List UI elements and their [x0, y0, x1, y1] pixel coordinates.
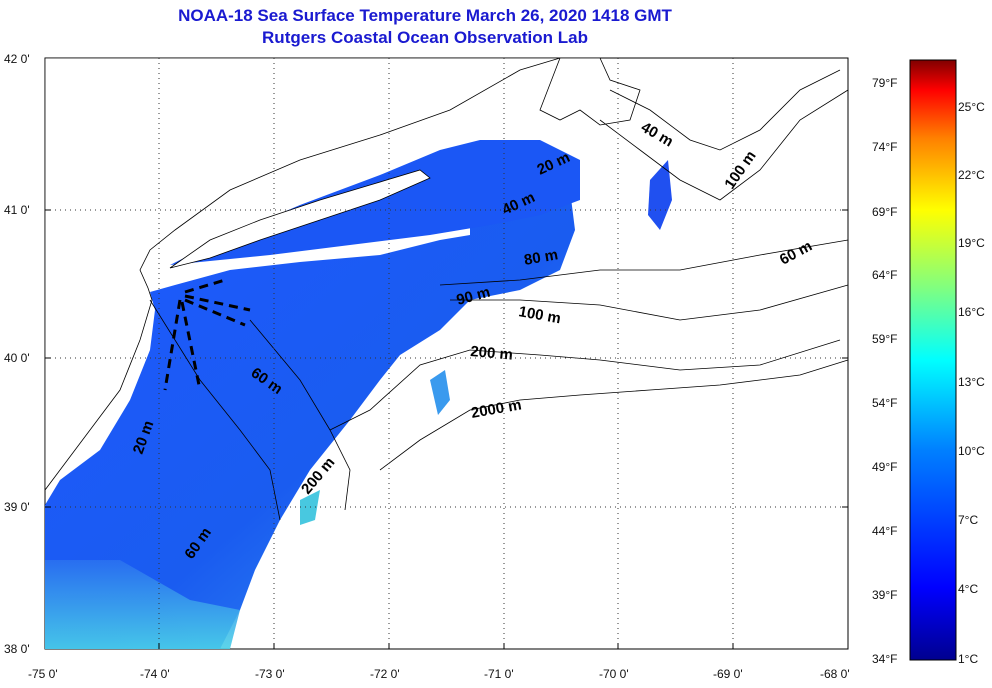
colorbar-c-label: 19°C — [958, 236, 985, 250]
new-jersey-coast — [44, 57, 561, 492]
long-island — [169, 169, 431, 269]
colorbar-f-label: 39°F — [872, 588, 898, 602]
lat-label: 40 0' — [4, 351, 30, 365]
sst-shelf-region — [45, 190, 575, 649]
lon-label: -69 0' — [713, 667, 743, 681]
lon-label: -71 0' — [484, 667, 514, 681]
colorbar-c-label: 13°C — [958, 375, 985, 389]
colorbar-f-label: 74°F — [872, 140, 898, 154]
colorbar-f-label: 44°F — [872, 524, 898, 538]
colorbar-c-label: 1°C — [958, 652, 979, 666]
lon-label: -73 0' — [255, 667, 285, 681]
colorbar-c-label: 4°C — [958, 582, 979, 596]
sst-gulf-maine-patch — [648, 160, 672, 230]
graticule — [45, 58, 848, 649]
lon-label: -70 0' — [599, 667, 629, 681]
bathymetry-contours — [149, 69, 849, 521]
cape-cod — [539, 57, 641, 126]
colorbar-f-label: 49°F — [872, 460, 898, 474]
lat-label: 38 0' — [4, 642, 30, 656]
colorbar — [909, 59, 957, 661]
colorbar-f-label: 64°F — [872, 268, 898, 282]
colorbar-f-label: 34°F — [872, 652, 898, 666]
lat-label: 41 0' — [4, 203, 30, 217]
lon-label: -75 0' — [28, 667, 58, 681]
map-title: NOAA-18 Sea Surface Temperature March 26… — [178, 6, 672, 25]
axis-ticks — [45, 209, 848, 649]
colorbar-f-label: 79°F — [872, 76, 898, 90]
colorbar-c-label: 22°C — [958, 168, 985, 182]
colorbar-f-label: 54°F — [872, 396, 898, 410]
map-subtitle: Rutgers Coastal Ocean Observation Lab — [262, 28, 588, 47]
contour-label: 200 m — [470, 343, 514, 364]
colorbar-f-label: 69°F — [872, 205, 898, 219]
lat-label: 39 0' — [4, 500, 30, 514]
sst-offshore-patch — [430, 370, 450, 415]
lon-label: -72 0' — [370, 667, 400, 681]
lat-label: 42 0' — [4, 52, 30, 66]
lon-label: -74 0' — [140, 667, 170, 681]
colorbar-c-label: 10°C — [958, 444, 985, 458]
shipping-lanes — [163, 278, 251, 391]
colorbar-c-label: 16°C — [958, 305, 985, 319]
colorbar-c-label: 25°C — [958, 100, 985, 114]
sst-south-cyan — [45, 560, 240, 649]
contour-label: 80 m — [523, 246, 560, 269]
colorbar-c-label: 7°C — [958, 513, 979, 527]
colorbar-f-label: 59°F — [872, 332, 898, 346]
lon-label: -68 0' — [820, 667, 850, 681]
